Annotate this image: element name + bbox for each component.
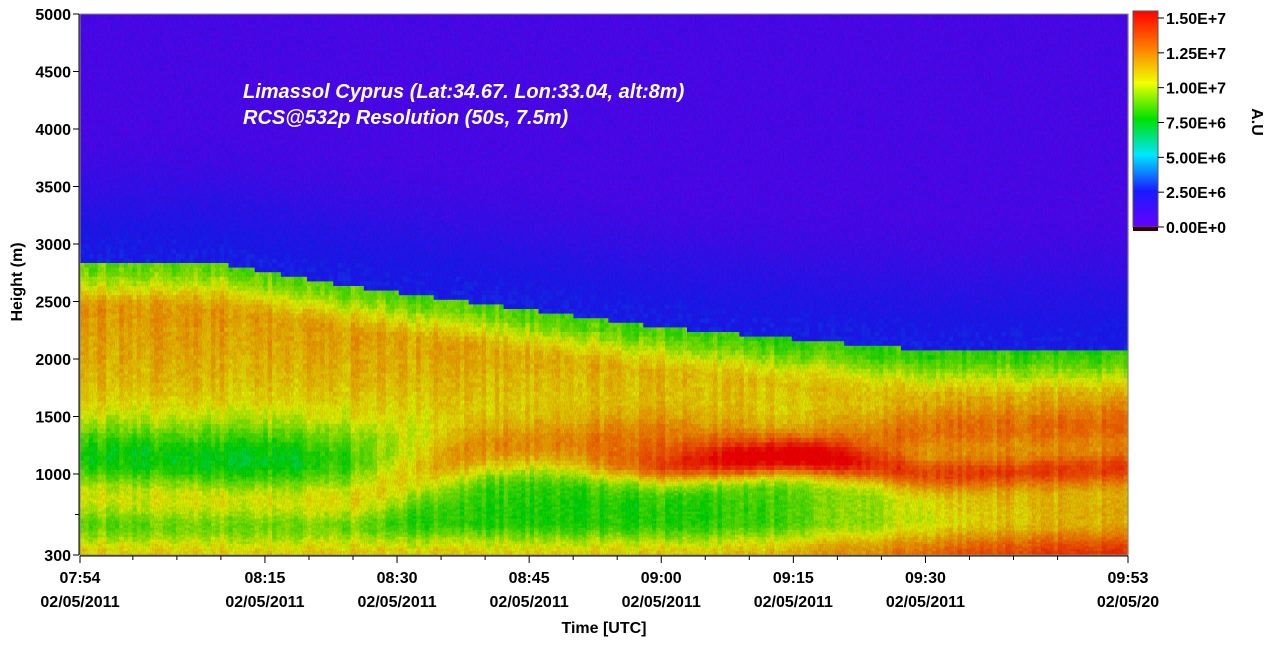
lidar-chart: 300100015002000250030003500400045005000 …: [9, 7, 1265, 637]
